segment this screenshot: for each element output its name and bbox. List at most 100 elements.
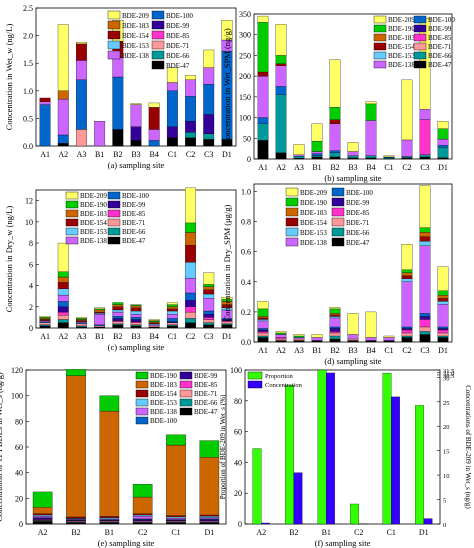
x-tick-label: C2: [402, 346, 411, 355]
bar-segment: [130, 310, 142, 315]
y-tick-label: 0.2: [241, 308, 251, 317]
bar-segment: [39, 320, 51, 322]
bar-segment: [112, 318, 124, 321]
bar-segment: [166, 522, 186, 525]
bar-segment: [437, 335, 449, 338]
bar-segment: [437, 328, 449, 331]
bar-segment: [383, 335, 395, 338]
bar-segment: [94, 314, 106, 325]
legend-label: BDE-153: [388, 52, 415, 60]
bar-segment: [329, 156, 341, 160]
legend-swatch: [107, 200, 121, 209]
legend-a: BDE-209 BDE-183 BDE-154 BDE-153 BDE-138 BDE-1…: [107, 10, 193, 70]
y-tick-label: 100: [230, 366, 242, 375]
bar-segment: [76, 326, 87, 329]
y-tick-label: 100: [11, 392, 23, 401]
legend-label: BDE-138: [300, 239, 327, 247]
bar-segment: [419, 232, 431, 237]
x-tick-label: B1: [95, 150, 104, 159]
bar-segment: [275, 338, 287, 341]
bar-segment: [66, 516, 86, 519]
bar-segment: [419, 241, 431, 246]
bar-segment: [401, 337, 413, 343]
bar-segment: [148, 324, 160, 327]
bar-segment: [401, 157, 413, 160]
legend-label: BDE-99: [346, 199, 370, 207]
y-tick-label: 2.5: [23, 4, 33, 13]
y-tick-label: 300: [239, 31, 251, 40]
bar-segment: [185, 137, 196, 147]
legend-swatch: [151, 60, 165, 70]
x-tick-label: C2: [402, 163, 411, 172]
legend-label: BDE-71: [346, 219, 370, 227]
bar-segment: [329, 119, 341, 124]
bar-segment: [166, 314, 178, 319]
x-tick-label: C1: [168, 332, 177, 341]
bar-segment: [57, 294, 69, 302]
bar-segment: [203, 67, 215, 85]
bar-proportion: [415, 405, 424, 525]
legend-label: BDE-47: [346, 239, 370, 247]
bar-segment: [39, 325, 51, 329]
x-tick-label: C1: [171, 528, 180, 537]
x-tick-label: C3: [420, 346, 429, 355]
bar-segment: [166, 518, 186, 520]
y-tick-label-right: 25: [443, 400, 450, 407]
bar-segment: [112, 57, 124, 78]
x-tick-label: B4: [150, 150, 159, 159]
legend-label: BDE-85: [166, 32, 190, 40]
legend-swatch: [107, 209, 121, 218]
bar-segment: [94, 311, 106, 314]
bar-segment: [112, 321, 124, 324]
panel-c: 0 2 4 6 8 10 12 A1 A2 A3 B1 B2 B3 B4 C1 C2 C3 D1 (c) sampl…: [4, 187, 237, 352]
bar-segment: [199, 522, 220, 525]
legend-label: BDE-209: [122, 12, 149, 20]
bar-segment: [130, 324, 142, 327]
bar-segment: [148, 325, 160, 328]
legend-label: BDE-99: [194, 372, 218, 380]
legend-label: BDE-85: [122, 210, 146, 218]
legend-swatch: [179, 407, 193, 416]
x-tick-label: B2: [330, 163, 339, 172]
bar-segment: [419, 331, 431, 335]
x-tick-label: B3: [348, 163, 357, 172]
bar-segment: [347, 151, 359, 156]
x-tick-label: C1: [168, 150, 177, 159]
bar-segment: [57, 276, 69, 283]
y-tick-label: 20: [15, 494, 23, 503]
bar-segment: [257, 328, 269, 331]
y-tick-label-right: 31.5: [443, 368, 454, 375]
legend-label: BDE-85: [346, 209, 370, 217]
x-tick-label: A2: [58, 332, 68, 341]
bar-segment: [329, 326, 341, 329]
bar-segment: [185, 292, 196, 301]
bar-segment: [132, 516, 153, 520]
bar-segment: [437, 298, 449, 302]
legend-label: BDE-190: [150, 372, 177, 380]
y-tick-label: 0.8: [241, 218, 251, 227]
y-axis-label: Concentration in Wet_SPM (ng/g): [222, 28, 232, 145]
bar-segment: [39, 324, 51, 327]
legend-swatch: [151, 10, 165, 20]
bar-segment: [166, 67, 178, 83]
bar-segment: [437, 337, 449, 343]
bar-segment: [419, 156, 431, 160]
legend-swatch: [179, 380, 193, 389]
legend-swatch: [331, 187, 345, 197]
bar-segment: [76, 60, 87, 80]
legend-swatch: [413, 33, 427, 42]
x-tick-label: B2: [330, 346, 339, 355]
bar-segment: [311, 156, 323, 160]
y-tick-label: 1.0: [23, 87, 33, 96]
legend-label: BDE-71: [428, 43, 452, 51]
x-tick-label: D1: [438, 346, 448, 355]
bar-segment: [275, 86, 287, 95]
legend-swatch: [413, 24, 427, 33]
bar-segment: [130, 325, 142, 329]
legend-label: Concentration: [265, 382, 303, 389]
bar-segment: [275, 332, 287, 335]
bar-segment: [257, 332, 269, 337]
panel-caption: (b) sampling site: [324, 173, 381, 183]
bar-segment: [203, 317, 215, 320]
bar-segment: [57, 242, 69, 272]
